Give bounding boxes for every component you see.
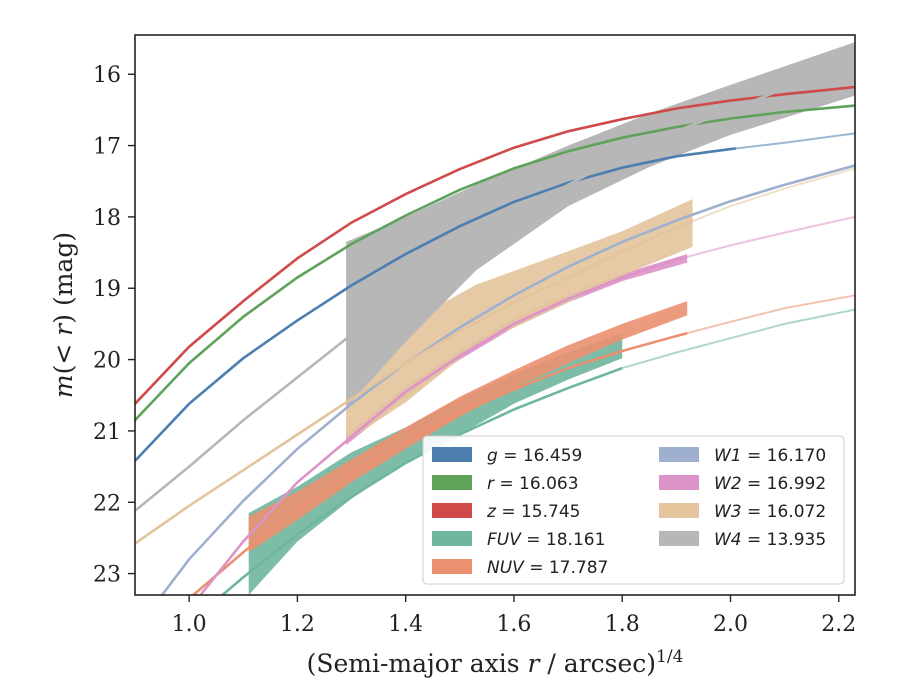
- band-nuv: [248, 301, 688, 553]
- fit-line-nuv: [191, 331, 688, 595]
- fit-line-z: [135, 85, 855, 405]
- x-tick-label: 2.2: [821, 612, 856, 637]
- legend-swatch-w1: [659, 447, 699, 462]
- legend-label-g: g = 16.459: [487, 446, 582, 466]
- y-tick-label: 16: [93, 63, 121, 88]
- fit-line-r: [135, 104, 855, 422]
- legend-label-r: r = 16.063: [487, 474, 579, 494]
- plot-frame: [134, 34, 856, 596]
- y-tick-label: 17: [93, 135, 121, 160]
- x-axis: 1.0 1.2 1.4 1.6 1.8 2.0 2.2: [172, 595, 856, 637]
- legend-label-w1: W1 = 16.170: [714, 446, 826, 466]
- fit-line-w3: [135, 219, 694, 545]
- fit-line-w2: [198, 255, 688, 595]
- legend-swatch-w4: [659, 531, 699, 546]
- legend-label-z: z = 15.745: [486, 502, 580, 522]
- legend-swatch-r: [432, 475, 472, 490]
- fit-line-g: [135, 147, 737, 462]
- legend-swatch-g: [432, 447, 472, 462]
- legend-label-nuv: NUV = 17.787: [487, 558, 608, 578]
- band-w4: [346, 42, 855, 409]
- y-axis-label: m(< r) (mag): [49, 232, 78, 398]
- y-tick-label: 20: [93, 349, 121, 374]
- x-tick-label: 1.0: [172, 612, 207, 637]
- legend-swatch-w3: [659, 503, 699, 518]
- x-axis-label: (Semi-major axis r / arcsec)1/4: [307, 647, 684, 678]
- fit-line-w4: [135, 64, 855, 512]
- legend-swatch-nuv: [432, 559, 472, 574]
- x-tick-label: 1.4: [388, 612, 423, 637]
- y-axis: 16 17 18 19 20 21 22 23: [93, 63, 135, 588]
- legend-label-fuv: FUV = 18.161: [487, 530, 605, 550]
- legend-box: [422, 435, 845, 585]
- fit-line-fuv: [220, 366, 623, 595]
- fit-line-w1: [160, 164, 855, 595]
- legend-label-w2: W2 = 16.992: [714, 474, 826, 494]
- band-fuv: [248, 333, 623, 595]
- y-tick-label: 21: [93, 420, 121, 445]
- x-tick-label: 2.0: [713, 612, 748, 637]
- legend-swatch-w2: [659, 475, 699, 490]
- x-tick-label: 1.8: [605, 612, 640, 637]
- legend-label-w3: W3 = 16.072: [714, 502, 826, 522]
- legend-swatch-z: [432, 503, 472, 518]
- legend: g = 16.459 r = 16.063 z = 15.745 FUV = 18.1…: [422, 435, 845, 585]
- x-tick-label: 1.6: [496, 612, 531, 637]
- x-tick-label: 1.2: [280, 612, 315, 637]
- y-tick-label: 22: [93, 491, 121, 516]
- curve-layer: [135, 64, 855, 595]
- y-tick-label: 19: [93, 277, 121, 302]
- y-tick-label: 23: [93, 563, 121, 588]
- legend-swatch-fuv: [432, 531, 472, 546]
- y-tick-label: 18: [93, 206, 121, 231]
- legend-label-w4: W4 = 13.935: [714, 530, 826, 550]
- curve-r: [135, 104, 855, 421]
